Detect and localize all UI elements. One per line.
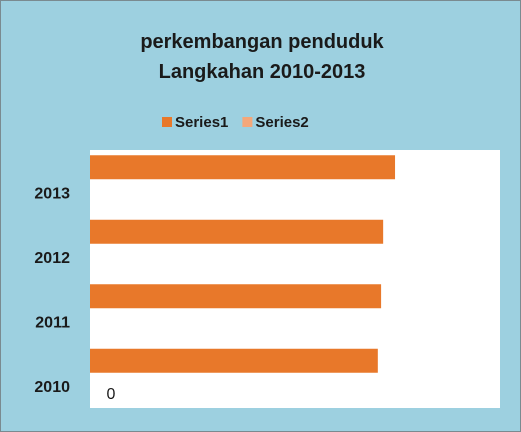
legend-swatch (162, 117, 172, 127)
bar (90, 155, 396, 180)
y-tick-label: 2013 (34, 185, 70, 202)
bar (90, 219, 384, 244)
legend-label: Series2 (255, 114, 308, 131)
x-tick-label: 0 (107, 386, 116, 403)
legend-label: Series1 (175, 114, 228, 131)
y-tick-label: 2010 (34, 379, 70, 396)
legend-swatch (242, 117, 253, 127)
chart-title: perkembangan penduduk Langkahan 2010-2013 (140, 31, 384, 83)
bar (90, 348, 378, 373)
bar (90, 284, 382, 309)
y-tick-label: 2011 (35, 314, 70, 331)
y-tick-label: 2012 (34, 250, 70, 267)
